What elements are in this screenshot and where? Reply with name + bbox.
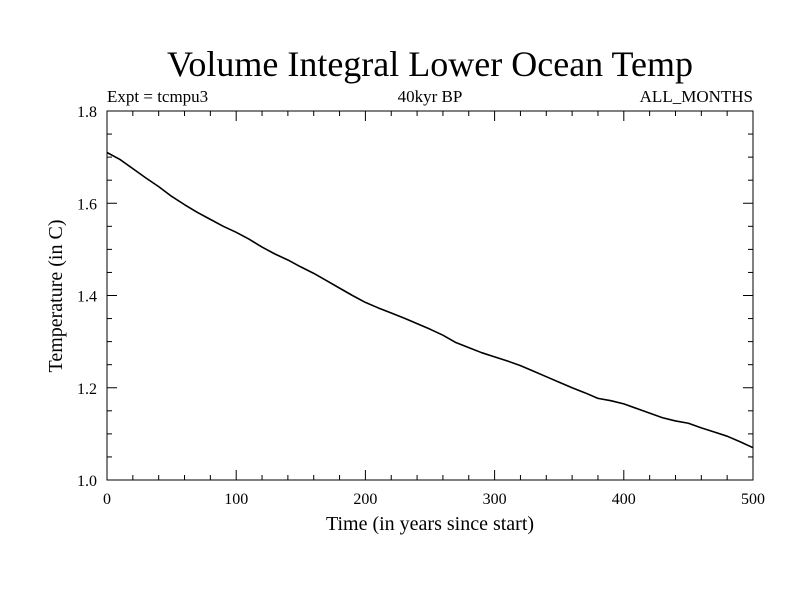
x-tick-label: 400	[612, 491, 636, 508]
chart-title: Volume Integral Lower Ocean Temp	[167, 44, 693, 84]
temperature-series-line	[106, 151, 754, 449]
x-tick-label: 300	[483, 491, 507, 508]
x-tick-label: 0	[103, 491, 111, 508]
y-tick-label: 1.0	[77, 473, 97, 490]
x-axis-label: Time (in years since start)	[326, 513, 534, 535]
y-tick-label: 1.4	[77, 289, 97, 306]
plot-frame	[106, 110, 754, 481]
period-label: 40kyr BP	[398, 87, 463, 106]
y-tick-labels: 1.0 1.2 1.4 1.6 1.8	[77, 104, 97, 490]
x-tick-label: 200	[353, 491, 377, 508]
y-tick-label: 1.2	[77, 381, 97, 398]
experiment-label: Expt = tcmpu3	[107, 87, 208, 106]
y-tick-label: 1.6	[77, 196, 97, 213]
tick-marks	[106, 110, 754, 481]
y-axis-label: Temperature (in C)	[45, 220, 67, 373]
x-tick-label: 500	[741, 491, 765, 508]
x-tick-labels: 0 100 200 300 400 500	[103, 491, 765, 508]
y-tick-label: 1.8	[77, 104, 97, 121]
x-tick-label: 100	[224, 491, 248, 508]
months-label: ALL_MONTHS	[640, 87, 753, 106]
